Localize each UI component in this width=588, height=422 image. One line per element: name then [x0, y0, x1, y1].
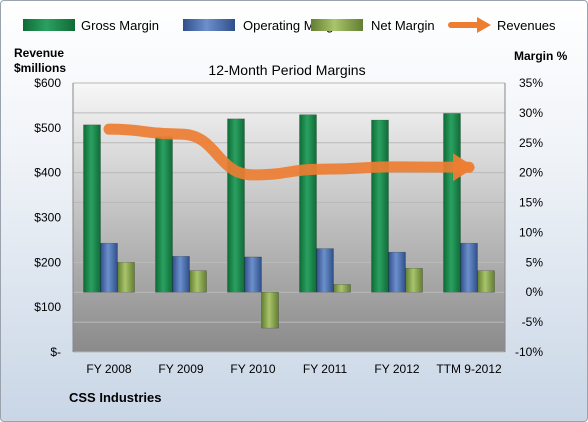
left-axis-ticks: $- $100 $200 $300 $400 $500 $600 — [34, 76, 61, 359]
category-labels: FY 2008 FY 2009 FY 2010 FY 2011 FY 2012 TTM 9… — [86, 362, 502, 376]
bar-marks — [83, 113, 495, 329]
right-tick-label: 30% — [519, 106, 543, 120]
net-margin-bar — [117, 262, 135, 293]
left-tick-label: $500 — [34, 121, 61, 135]
gross-margin-bar — [155, 136, 173, 293]
gridlines — [72, 82, 506, 353]
gross-margin-bar — [443, 113, 461, 293]
legend-label-gross-margin: Gross Margin — [81, 18, 159, 33]
category-label: FY 2009 — [158, 362, 203, 376]
right-tick-label: 0% — [526, 285, 544, 299]
legend-swatch-revenues-arrow — [477, 17, 491, 33]
legend-label-net-margin: Net Margin — [371, 18, 435, 33]
operating-margin-bar — [460, 242, 478, 293]
right-tick-label: -5% — [522, 315, 544, 329]
left-axis-title-line2: $millions — [14, 61, 66, 75]
operating-margin-bar — [172, 256, 190, 293]
legend-label-revenues: Revenues — [497, 18, 556, 33]
right-tick-label: 15% — [519, 196, 543, 210]
chart-title: 12-Month Period Margins — [208, 62, 365, 78]
legend-swatch-net-margin — [311, 19, 363, 31]
gross-margin-bar — [83, 124, 101, 293]
net-margin-bar — [189, 270, 207, 293]
revenue-series — [103, 123, 475, 182]
gross-margin-bar — [371, 119, 389, 293]
right-tick-label: 5% — [526, 255, 544, 269]
left-tick-label: $200 — [34, 255, 61, 269]
category-label: FY 2008 — [86, 362, 131, 376]
left-tick-label: $100 — [34, 300, 61, 314]
left-tick-label: $- — [50, 345, 61, 359]
gross-margin-bar — [227, 118, 245, 293]
right-tick-label: -10% — [515, 345, 543, 359]
category-label: FY 2011 — [303, 362, 348, 376]
right-tick-label: 25% — [519, 136, 543, 150]
operating-margin-bar — [244, 256, 262, 293]
category-label: FY 2012 — [374, 362, 419, 376]
net-margin-bar — [261, 291, 279, 329]
net-margin-bar — [333, 284, 351, 293]
left-tick-label: $300 — [34, 211, 61, 225]
left-tick-label: $400 — [34, 166, 61, 180]
right-axis-title: Margin % — [514, 49, 568, 63]
operating-margin-bar — [316, 248, 334, 293]
operating-margin-bar — [100, 242, 118, 293]
revenue-line — [103, 123, 475, 181]
right-axis-ticks: -10% -5% 0% 5% 10% 15% 20% 25% 30% 35% — [515, 76, 543, 359]
legend-swatch-operating-margin — [183, 19, 235, 31]
right-tick-label: 20% — [519, 166, 543, 180]
revenue-arrowhead — [453, 153, 475, 182]
operating-margin-bar — [388, 251, 406, 293]
left-axis-title-line1: Revenue — [14, 46, 64, 60]
left-tick-label: $600 — [34, 76, 61, 90]
legend-swatch-gross-margin — [23, 19, 75, 31]
legend: Gross Margin Operating Margin Net Margin… — [23, 17, 556, 33]
gross-margin-bar — [299, 114, 317, 293]
right-tick-label: 10% — [519, 225, 543, 239]
plot-area — [73, 83, 505, 352]
net-margin-bar — [405, 268, 423, 293]
category-label: TTM 9-2012 — [436, 362, 502, 376]
net-margin-bar — [477, 270, 495, 293]
category-label: FY 2010 — [230, 362, 275, 376]
right-tick-label: 35% — [519, 76, 543, 90]
company-name: CSS Industries — [69, 390, 161, 405]
